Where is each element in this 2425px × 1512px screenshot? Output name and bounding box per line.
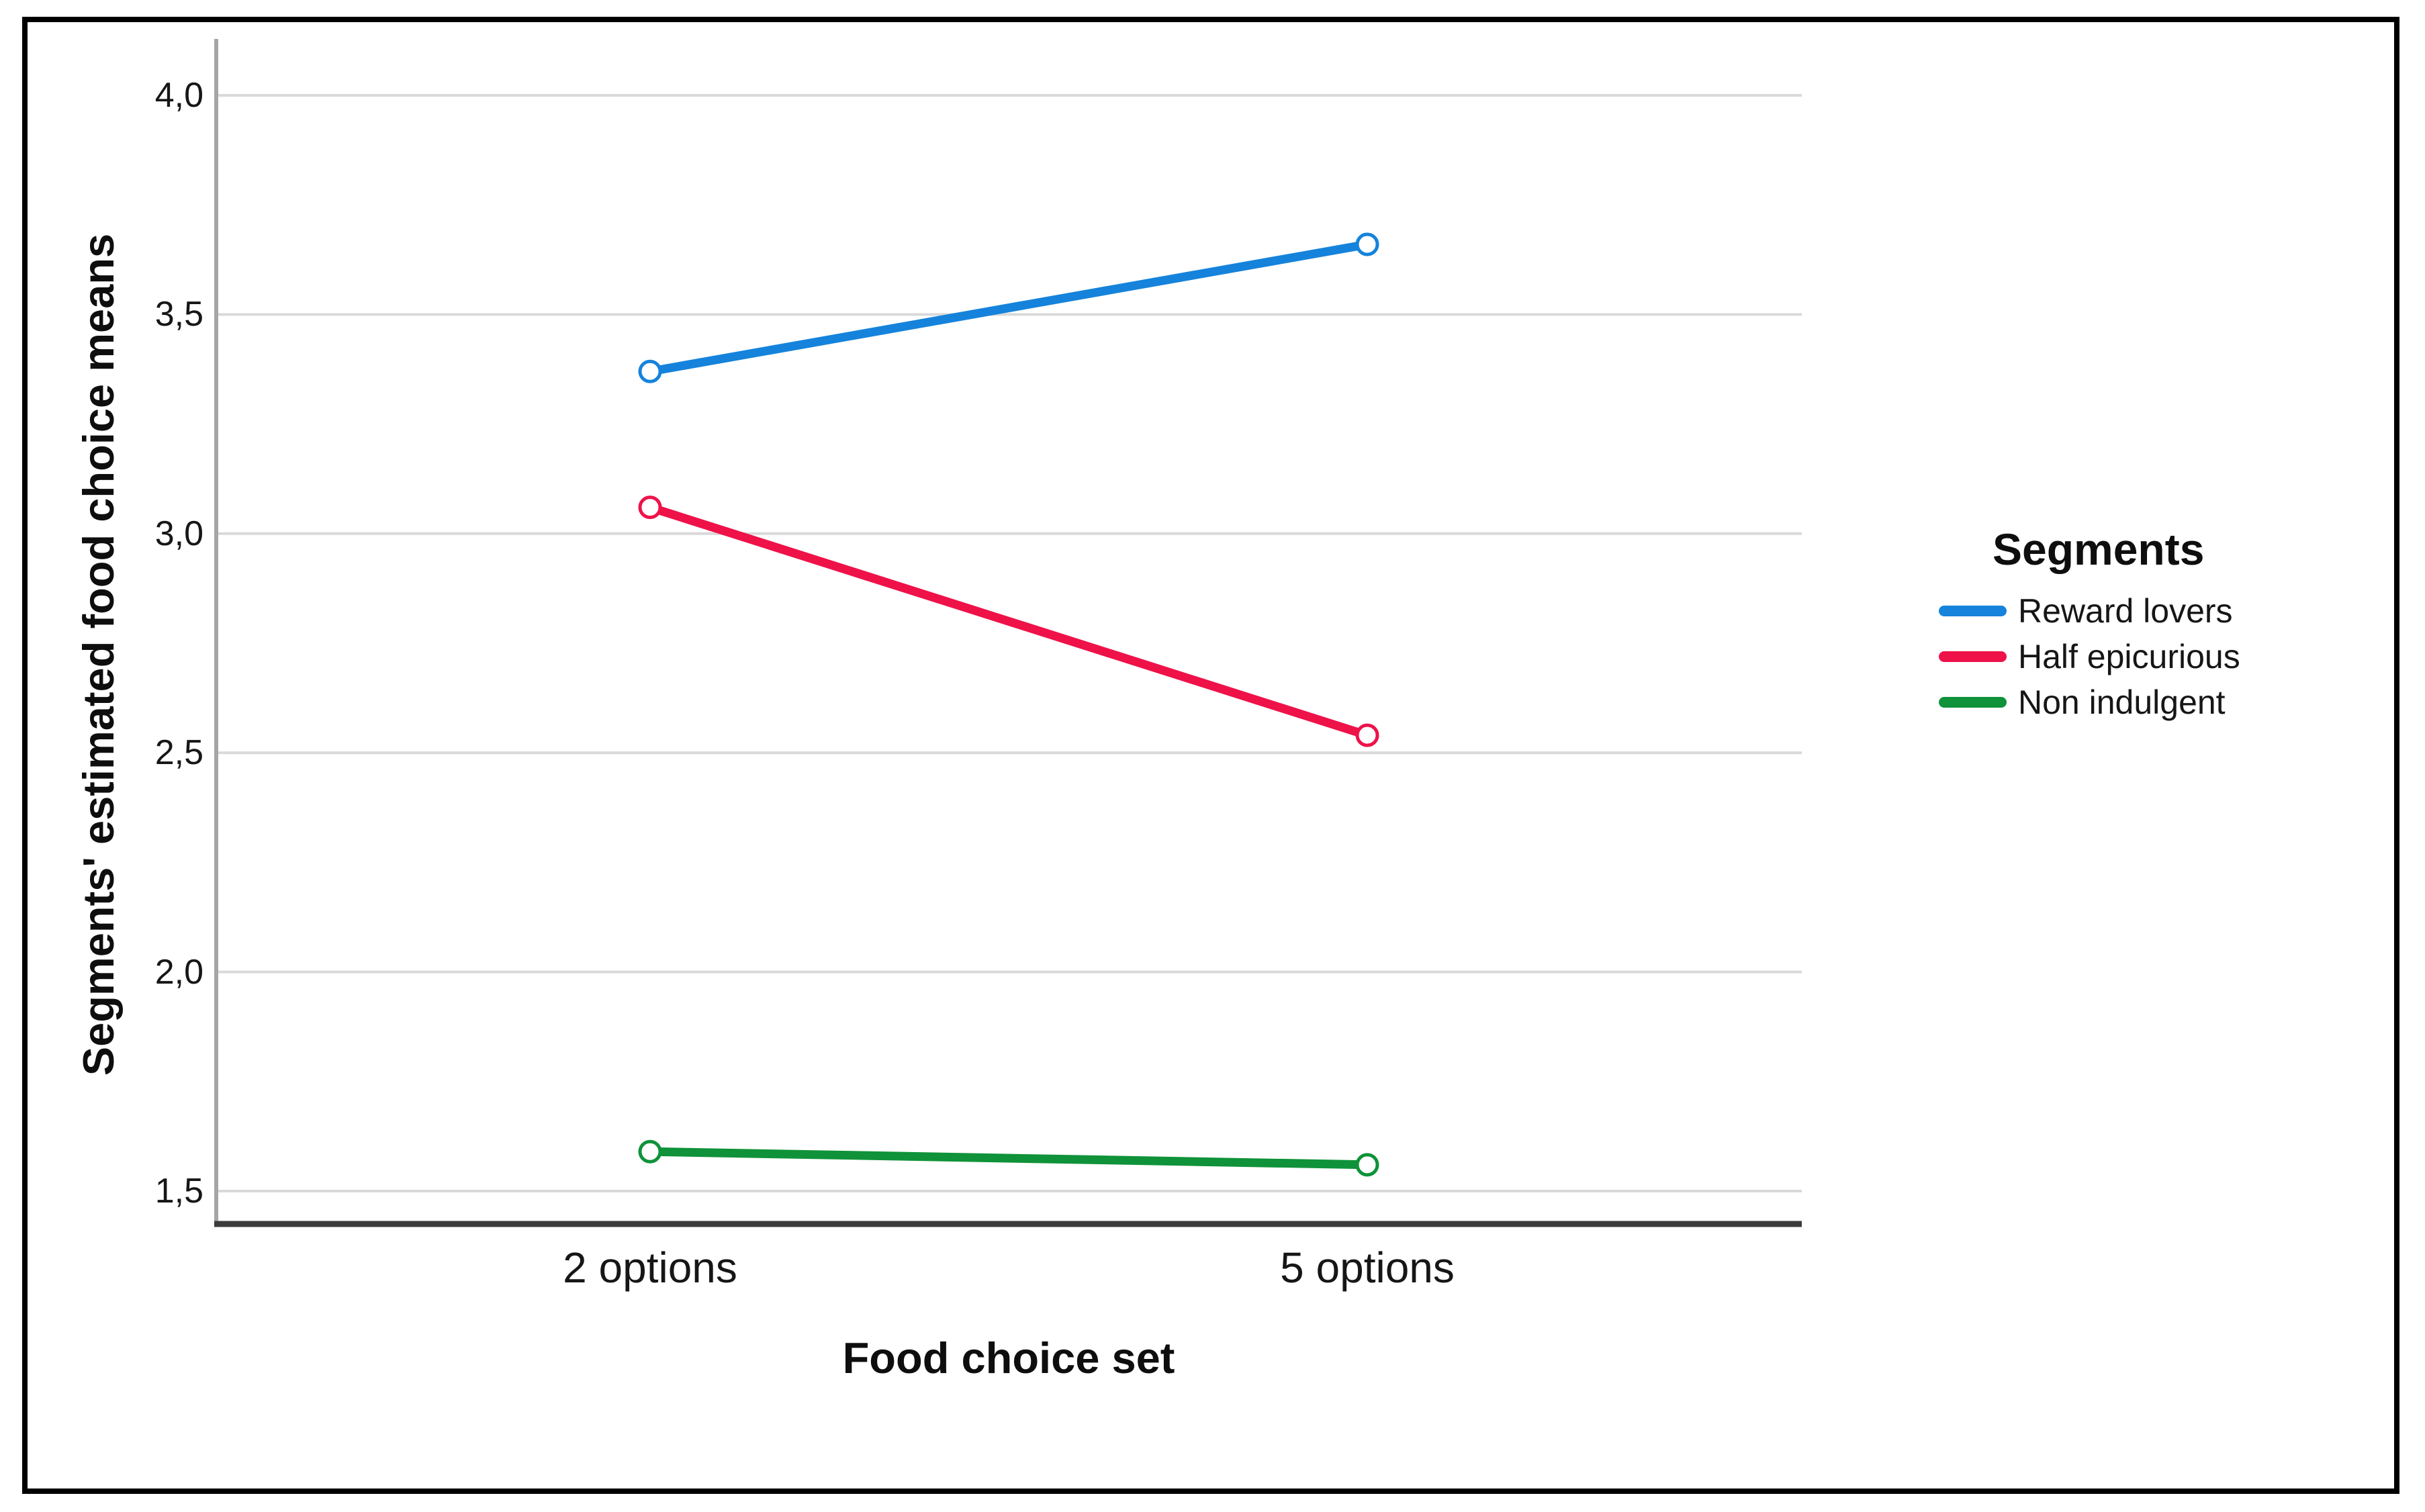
legend-title: Segments: [1993, 524, 2205, 574]
series-line-non-indulgent: [645, 1147, 1372, 1170]
legend-entry-label: Reward lovers: [2018, 592, 2233, 630]
data-point-marker-non-indulgent: [1355, 1153, 1379, 1177]
legend-color-swatch-icon: [1939, 651, 2007, 662]
y-tick-label: 2,0: [154, 952, 203, 992]
legend-color-swatch-icon: [1939, 606, 2007, 616]
legend-entry-label: Half epicurious: [2018, 638, 2240, 675]
y-axis-title: Segments' estimated food choice means: [74, 233, 123, 1076]
x-tick-label: 5 options: [1280, 1243, 1455, 1292]
y-tick-label: 3,0: [154, 514, 203, 553]
data-point-marker-reward-lovers: [638, 359, 662, 383]
data-point-marker-half-epicurious: [1355, 723, 1379, 747]
figure-border: [22, 17, 2399, 1494]
data-point-marker-half-epicurious: [638, 495, 662, 520]
y-tick-label: 1,5: [154, 1172, 203, 1211]
y-tick-label: 4,0: [154, 76, 203, 115]
legend-entry: Half epicurious: [1939, 634, 2240, 679]
x-axis-title: Food choice set: [842, 1333, 1175, 1382]
legend-entries: Reward lovers Half epicurious Non indulgen…: [1939, 588, 2240, 725]
legend-entry: Non indulgent: [1939, 679, 2240, 725]
data-point-marker-non-indulgent: [638, 1139, 662, 1164]
data-point-marker-reward-lovers: [1355, 232, 1379, 256]
x-tick-label: 2 options: [563, 1243, 737, 1292]
y-tick-label: 2,5: [154, 733, 203, 773]
series-line-half-epicurious: [645, 503, 1372, 740]
legend-entry: Reward lovers: [1939, 588, 2240, 634]
y-tick-label: 3,5: [154, 295, 203, 334]
legend-entry-label: Non indulgent: [2018, 683, 2226, 721]
series-line-reward-lovers: [645, 240, 1372, 376]
legend-color-swatch-icon: [1939, 697, 2007, 708]
